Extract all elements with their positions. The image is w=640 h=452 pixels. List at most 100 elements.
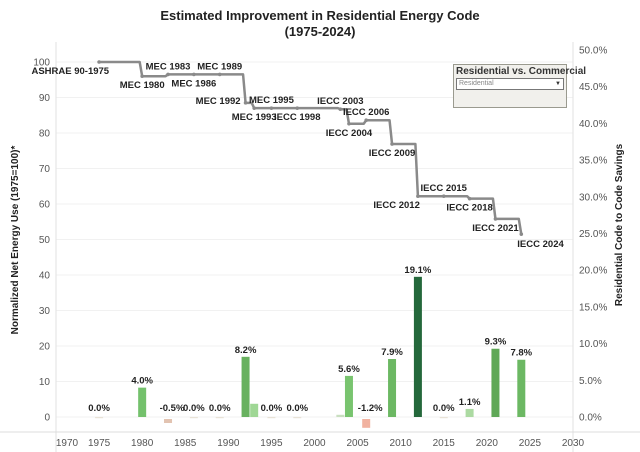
filter-dropdown[interactable]: Residential ▼ — [456, 78, 564, 90]
annotation-2006: IECC 2006 — [343, 107, 389, 118]
bar-2012 — [413, 276, 422, 417]
bar-label-2006: -1.2% — [358, 403, 383, 414]
chart-subtitle: (1975-2024) — [284, 24, 356, 39]
bar-label-1975: 0.0% — [88, 403, 110, 414]
line-point-2004 — [347, 121, 351, 126]
x-tick: 1980 — [131, 438, 154, 449]
annotation-1993: MEC 1993 — [232, 112, 277, 123]
annotation-1989: MEC 1989 — [197, 61, 242, 72]
y-tick-right: 20.0% — [579, 266, 607, 277]
bar-label-2024: 7.8% — [510, 348, 532, 359]
annotation-2012: IECC 2012 — [373, 200, 419, 211]
y-tick-right: 35.0% — [579, 156, 607, 167]
bar-label-2018: 1.1% — [459, 397, 481, 408]
y-tick-right: 25.0% — [579, 229, 607, 240]
annotation-1992: MEC 1992 — [196, 96, 241, 107]
line-point-2003 — [338, 107, 343, 112]
bar-1986 — [189, 417, 198, 419]
bar-2024 — [517, 359, 526, 417]
filter-selected-value: Residential — [459, 80, 494, 87]
bar-label-1980: 4.0% — [131, 376, 153, 387]
x-tick: 1975 — [88, 438, 111, 449]
filter-title: Residential vs. Commercial — [456, 66, 587, 77]
bar-label-1995: 0.0% — [261, 403, 283, 414]
residential-commercial-filter: Residential vs. Commercial Residential ▼ — [453, 64, 587, 108]
bar-label-1983: -0.5% — [160, 403, 185, 414]
bar-1983 — [164, 419, 173, 423]
y-tick-left: 10 — [39, 377, 51, 388]
bar-1995 — [267, 417, 276, 419]
y-tick-left: 80 — [39, 129, 51, 140]
line-point-1986 — [192, 72, 196, 77]
bar-label-2012: 19.1% — [404, 265, 431, 276]
x-tick: 2000 — [303, 438, 326, 449]
line-point-1980 — [140, 74, 144, 78]
x-tick: 2010 — [390, 438, 413, 449]
x-tick: 2030 — [562, 438, 585, 449]
bar-label-1989: 0.0% — [209, 403, 231, 414]
line-point-1989 — [217, 72, 222, 77]
line-point-2015 — [441, 194, 446, 198]
annotation-2015: IECC 2015 — [421, 183, 468, 194]
x-tick: 2025 — [519, 438, 542, 449]
line-point-2021 — [493, 217, 498, 221]
annotation-1975: ASHRAE 90-1975 — [31, 66, 109, 77]
bar-2009 — [388, 359, 397, 417]
line-point-2018 — [467, 196, 472, 201]
line-point-1992 — [243, 101, 248, 105]
line-point-2012 — [416, 194, 420, 198]
line-point-2009 — [390, 142, 394, 146]
bar-2003 — [336, 414, 345, 417]
line-point-1975 — [97, 60, 101, 64]
bars — [95, 276, 526, 428]
y-tick-right: 40.0% — [579, 119, 607, 130]
bar-2018 — [465, 408, 474, 417]
line-series — [97, 60, 524, 236]
annotation-1980: MEC 1980 — [120, 80, 165, 91]
bar-2015 — [439, 417, 448, 419]
y-tick-right: 5.0% — [579, 376, 602, 387]
annotation-2009: IECC 2009 — [369, 148, 415, 159]
line-point-1983 — [166, 72, 170, 77]
y-tick-left: 90 — [39, 93, 51, 104]
bar-label-2021: 9.3% — [485, 337, 507, 348]
y-tick-left: 0 — [44, 413, 50, 424]
line-point-2006 — [364, 118, 369, 123]
bar-1992 — [241, 356, 250, 417]
y-tick-right: 30.0% — [579, 192, 607, 203]
gridlines — [56, 61, 573, 418]
bar-labels: 0.0%4.0%-0.5%0.0% 0.0%8.2%0.0% 0.0%5.6%-1.… — [88, 265, 532, 414]
annotation-2004: IECC 2004 — [326, 128, 373, 139]
line-point-1995 — [269, 106, 274, 110]
x-tick: 1995 — [260, 438, 283, 449]
annotation-2003: IECC 2003 — [317, 96, 363, 107]
y-tick-left: 30 — [39, 306, 51, 317]
bar-2004 — [344, 375, 353, 417]
y-axis-right-title: Residential Code to Code Savings — [614, 143, 625, 306]
bar-1980 — [138, 387, 147, 417]
y-tick-right: 15.0% — [579, 302, 607, 313]
x-tick: 2005 — [346, 438, 369, 449]
line-point-2024 — [519, 232, 524, 236]
x-tick: 2020 — [476, 438, 499, 449]
line-point-1998 — [295, 106, 300, 110]
axes: 01020304050607080901000.0%5.0%10.0%15.0%… — [0, 42, 640, 452]
bar-label-2009: 7.9% — [381, 347, 403, 358]
y-tick-left: 100 — [33, 58, 50, 69]
chevron-down-icon: ▼ — [555, 81, 561, 87]
y-tick-left: 40 — [39, 271, 51, 282]
annotation-1998: IECC 1998 — [274, 112, 320, 123]
bar-label-1998: 0.0% — [286, 403, 308, 414]
bar-label-2015: 0.0% — [433, 403, 455, 414]
bar-label-1992: 8.2% — [235, 345, 257, 356]
annotation-1983: MEC 1983 — [146, 61, 191, 72]
y-tick-right: 0.0% — [579, 413, 602, 424]
x-tick: 1970 — [56, 438, 79, 449]
x-tick: 1985 — [174, 438, 197, 449]
bar-1989 — [215, 417, 224, 419]
bar-label-1986: 0.0% — [183, 403, 205, 414]
annotation-1986: MEC 1986 — [171, 78, 216, 89]
chart-title: Estimated Improvement in Residential Ene… — [160, 8, 480, 23]
annotation-2018: IECC 2018 — [446, 203, 492, 214]
